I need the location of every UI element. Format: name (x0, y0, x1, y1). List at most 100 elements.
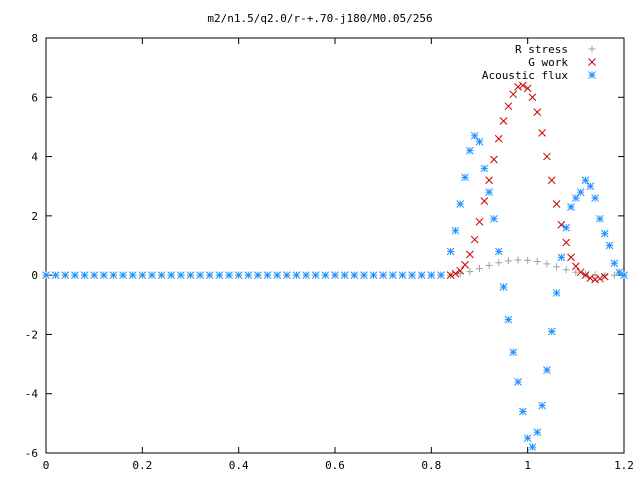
x-tick-label: 1.2 (614, 459, 634, 472)
data-point (451, 226, 460, 235)
data-point (196, 271, 204, 279)
data-point (119, 271, 127, 279)
data-point (490, 155, 498, 164)
data-point (514, 256, 522, 264)
data-point (475, 137, 484, 146)
data-point (451, 269, 460, 278)
y-tick-label: 2 (31, 210, 38, 223)
data-point (470, 131, 479, 140)
data-point (495, 259, 503, 267)
legend-label: R stress (515, 43, 568, 56)
data-point (244, 271, 253, 279)
data-point (446, 247, 455, 256)
data-point (446, 271, 455, 279)
series-r-stress (447, 256, 618, 279)
axis-ticks: 0 0.2 0.4 0.6 0.8 1 1.2 -6 -4 -2 0 2 4 6 8 (25, 32, 634, 472)
data-point (321, 271, 330, 279)
data-point (552, 200, 561, 208)
data-point (42, 271, 50, 279)
data-point (557, 220, 566, 229)
data-point (485, 188, 493, 196)
data-point (437, 271, 445, 279)
data-point (547, 176, 556, 185)
data-point (167, 271, 176, 279)
y-tick-label: 4 (31, 151, 38, 164)
data-point (476, 265, 483, 273)
y-tick-label: 0 (31, 269, 38, 282)
data-point (567, 253, 575, 262)
data-point (234, 271, 243, 279)
data-point (591, 275, 599, 284)
data-point (398, 271, 407, 279)
data-point (567, 203, 575, 211)
legend-label: G work (528, 56, 568, 69)
data-point (524, 256, 532, 264)
data-point (543, 260, 551, 268)
data-point (504, 315, 513, 324)
data-point (466, 268, 474, 276)
data-point (552, 289, 561, 297)
data-point (533, 258, 541, 266)
x-tick-label: 0.4 (229, 459, 249, 472)
data-point (547, 327, 556, 336)
data-point (620, 271, 628, 279)
series-layer (42, 81, 628, 451)
y-tick-label: -2 (25, 328, 38, 341)
data-point (456, 200, 465, 208)
data-point (311, 271, 320, 279)
data-point (581, 176, 590, 185)
data-point (350, 271, 359, 279)
data-point (490, 214, 498, 223)
data-point (528, 443, 537, 451)
data-point (128, 271, 137, 279)
data-point (263, 271, 272, 279)
data-point (51, 271, 60, 279)
data-point (292, 271, 301, 279)
data-point (605, 241, 614, 250)
data-point (485, 261, 493, 269)
data-point (600, 229, 609, 238)
data-point (581, 271, 590, 279)
data-point (600, 272, 609, 281)
data-point (360, 271, 368, 279)
data-point (331, 271, 339, 279)
data-point (388, 271, 397, 279)
data-point (80, 271, 89, 279)
data-point (562, 266, 570, 274)
data-point (369, 271, 378, 279)
data-point (225, 271, 233, 279)
data-point (591, 194, 599, 202)
data-point (562, 238, 571, 247)
y-tick-label: -4 (25, 388, 39, 401)
data-point (427, 271, 436, 279)
chart-title: m2/n1.5/q2.0/r-+.70-j180/M0.05/256 (207, 12, 432, 25)
data-point (466, 146, 474, 155)
data-point (205, 271, 214, 279)
data-point (533, 428, 542, 437)
legend-marker (588, 45, 596, 53)
y-tick-label: 6 (31, 91, 38, 104)
data-point (480, 197, 489, 205)
data-point (417, 271, 426, 279)
data-point (596, 274, 604, 283)
data-point (186, 271, 195, 279)
data-point (504, 102, 513, 111)
data-point (514, 83, 522, 91)
data-point (499, 117, 508, 125)
data-point (576, 268, 585, 277)
legend-marker (588, 58, 596, 66)
data-point (215, 271, 224, 279)
data-point (514, 378, 522, 386)
data-point (543, 152, 551, 161)
x-tick-label: 0.2 (132, 459, 152, 472)
data-point (601, 271, 609, 279)
data-point (99, 271, 108, 279)
data-point (571, 262, 580, 271)
data-point (586, 182, 595, 191)
y-tick-label: -6 (25, 447, 38, 460)
data-point (148, 271, 156, 279)
data-point (475, 217, 484, 226)
data-point (379, 271, 388, 279)
data-point (533, 108, 542, 116)
data-point (109, 271, 118, 279)
